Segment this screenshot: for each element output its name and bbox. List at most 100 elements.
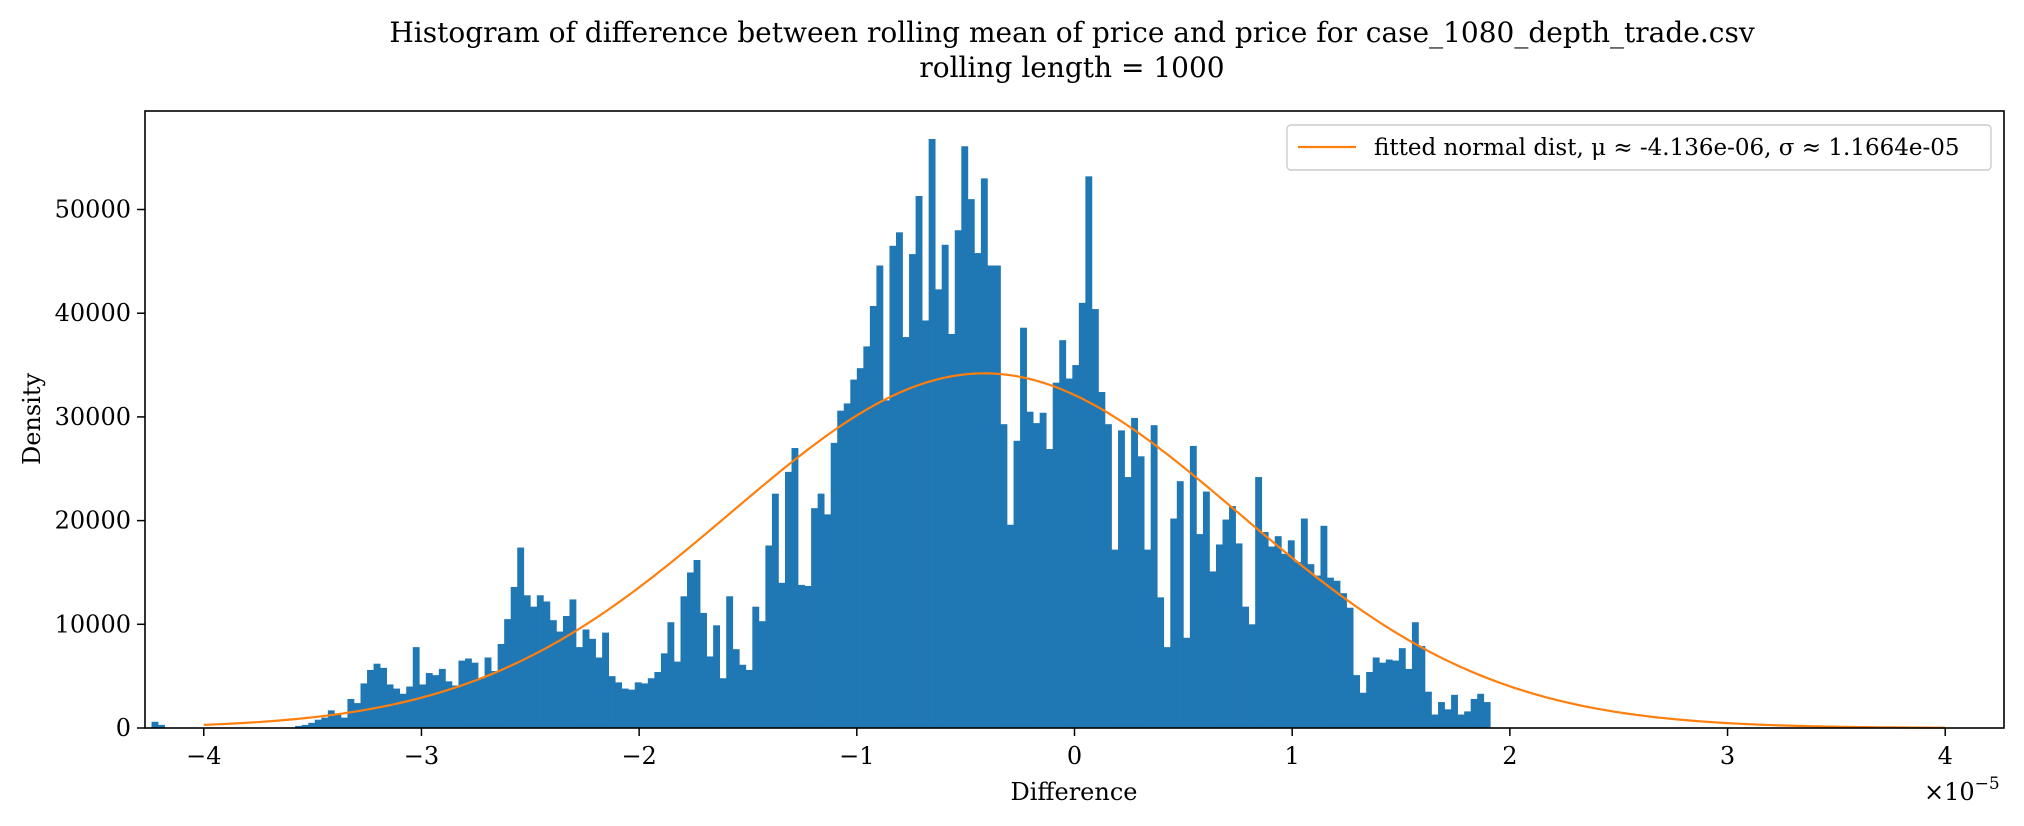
histogram-bar <box>993 265 1001 728</box>
histogram-bar <box>615 682 623 728</box>
histogram-bar <box>687 572 694 728</box>
histogram-bar <box>471 662 479 728</box>
histogram-bar <box>1379 662 1387 728</box>
histogram-bar <box>1007 524 1014 728</box>
histogram-bar <box>641 683 649 728</box>
chart-subtitle: rolling length = 1000 <box>919 51 1224 84</box>
histogram-bar <box>1333 580 1341 728</box>
histogram-bar <box>445 681 453 728</box>
x-axis-offset-label: ×10−5 <box>1924 774 2000 806</box>
histogram-bar <box>1366 672 1374 728</box>
histogram-bar <box>1464 711 1472 728</box>
histogram-bar <box>654 672 662 728</box>
fitted-normal-curve <box>203 372 1946 729</box>
histogram-bar <box>974 253 982 728</box>
histogram-bar <box>334 714 342 728</box>
histogram-bar <box>510 586 518 728</box>
histogram-bar <box>1144 549 1152 728</box>
histogram-bar <box>1255 477 1263 728</box>
histogram-bar <box>360 683 368 728</box>
histogram-bar <box>915 196 923 728</box>
histogram-bar <box>1091 309 1099 728</box>
histogram-bar <box>784 471 792 728</box>
histogram-bar <box>295 725 303 728</box>
histogram-bar <box>719 678 727 728</box>
histogram-bar <box>869 305 877 728</box>
histogram-bar <box>589 638 596 728</box>
histogram-bar <box>902 337 910 728</box>
histogram-bar <box>667 622 675 728</box>
histogram-bar <box>745 669 753 728</box>
x-tick-label: −3 <box>404 742 439 770</box>
histogram-bar <box>530 606 538 728</box>
histogram-bar <box>1313 575 1321 728</box>
histogram-bar <box>504 619 512 728</box>
histogram-bar <box>1104 424 1112 728</box>
histogram-bar <box>1294 562 1302 728</box>
histogram-bar <box>935 289 943 728</box>
histogram-bar <box>1000 424 1008 728</box>
histogram-bar <box>543 601 551 728</box>
histogram-bar <box>889 245 897 728</box>
histogram-bar <box>451 685 459 728</box>
histogram-bar <box>1118 430 1125 728</box>
histogram-bar <box>347 698 355 728</box>
histogram-bar <box>425 673 433 728</box>
histogram-bar <box>353 703 361 728</box>
histogram-bar <box>1196 534 1204 728</box>
histogram-bar <box>1111 549 1119 728</box>
y-tick-label: 0 <box>116 714 131 742</box>
histogram-bar <box>464 658 472 728</box>
y-tick-label: 20000 <box>55 507 131 535</box>
histogram-bar <box>1170 518 1178 728</box>
histogram-bar <box>1033 423 1041 728</box>
histogram-bar <box>1418 646 1426 728</box>
histogram-bar <box>928 139 936 728</box>
histogram-bar <box>1059 340 1067 728</box>
histogram-bar <box>811 508 818 728</box>
histogram-bar <box>739 664 747 728</box>
histogram-bar <box>732 649 740 728</box>
histogram-bar <box>582 629 590 728</box>
histogram-bar <box>882 400 890 728</box>
histogram-bar <box>491 670 498 728</box>
histogram-bar <box>1176 481 1184 728</box>
histogram-bar <box>1385 659 1393 728</box>
histogram-bar <box>1215 544 1223 728</box>
histogram-bar <box>373 663 381 728</box>
histogram-bar <box>1229 506 1236 728</box>
histogram-bar <box>1248 624 1256 728</box>
histogram-bar <box>386 684 394 728</box>
histogram-bar <box>830 442 838 728</box>
histogram-bar <box>151 721 159 728</box>
histogram-bar <box>484 657 492 728</box>
x-tick-label: −1 <box>839 742 874 770</box>
x-tick-label: 3 <box>1720 742 1735 770</box>
y-axis: 0 10000 20000 30000 40000 50000 <box>55 196 145 742</box>
histogram-bar <box>1340 593 1347 728</box>
histogram-bar <box>1477 693 1485 728</box>
histogram-bar <box>850 379 858 728</box>
histogram-bar <box>693 560 701 728</box>
y-tick-label: 10000 <box>55 610 131 638</box>
histogram-bar <box>1398 648 1406 728</box>
histogram-bar <box>314 719 322 728</box>
y-tick-label: 30000 <box>55 403 131 431</box>
histogram-bar <box>1392 660 1400 728</box>
legend-box <box>1286 124 1992 171</box>
histogram-bar <box>399 693 407 728</box>
legend: fitted normal dist, μ ≈ -4.136e-06, σ ≈ … <box>1286 124 1992 171</box>
histogram-bar <box>771 493 779 728</box>
histogram-bar <box>301 724 309 728</box>
histogram-bar <box>1424 691 1432 728</box>
histogram-bar <box>536 595 544 728</box>
histogram-bar <box>1039 412 1047 728</box>
x-tick-label: 1 <box>1285 742 1300 770</box>
histogram-bar <box>980 178 988 728</box>
histogram-bar <box>778 582 786 728</box>
histogram-bar <box>158 724 165 728</box>
histogram-bar <box>817 493 825 728</box>
histogram-bar <box>1327 577 1334 728</box>
histogram-bar <box>1202 491 1210 728</box>
histogram-bar <box>419 684 427 728</box>
